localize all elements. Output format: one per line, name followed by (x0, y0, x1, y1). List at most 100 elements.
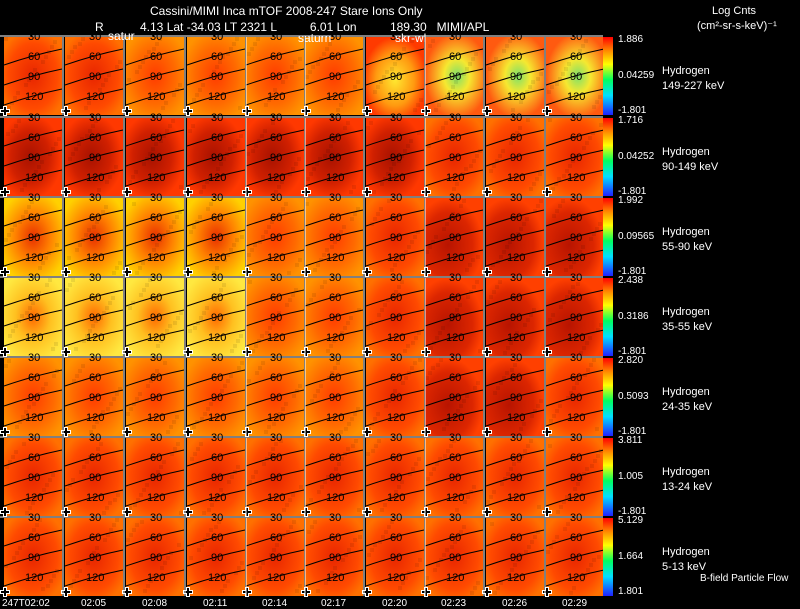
image-panel (485, 278, 545, 356)
angle-tick-label: 120 (208, 172, 227, 184)
angle-tick-label: 60 (570, 132, 583, 144)
angle-tick-label: 60 (449, 212, 462, 224)
colorbar (603, 358, 613, 436)
image-panel (424, 358, 484, 436)
image-panel (485, 37, 545, 115)
angle-tick-label: 120 (567, 492, 586, 504)
angle-tick-label: 60 (28, 132, 41, 144)
angle-tick-label: 90 (449, 552, 462, 564)
image-panel (304, 518, 364, 596)
angle-tick-label: 90 (510, 312, 523, 324)
image-panel (545, 118, 605, 196)
time-label: 02:14 (262, 598, 288, 609)
image-panel (245, 438, 305, 516)
colorbar-mid-value: 0.04259 (618, 70, 655, 81)
image-panel (424, 118, 484, 196)
angle-tick-label: 60 (150, 212, 163, 224)
angle-tick-label: 120 (446, 332, 465, 344)
time-label: 02:08 (142, 598, 168, 609)
angle-tick-label: 90 (150, 71, 163, 83)
time-label: 247T02:02 (2, 598, 50, 609)
energy-range-label: 90-149 keV (662, 161, 719, 173)
angle-tick-label: 60 (270, 132, 283, 144)
angle-tick-label: 120 (387, 332, 406, 344)
angle-tick-label: 90 (570, 232, 583, 244)
angle-tick-label: 60 (89, 532, 102, 544)
angle-tick-label: 90 (270, 232, 283, 244)
angle-tick-label: 30 (390, 512, 403, 524)
angle-tick-label: 60 (211, 532, 224, 544)
image-panel (545, 518, 605, 596)
colorbar (603, 518, 613, 596)
angle-tick-label: 120 (326, 91, 345, 103)
angle-tick-label: 30 (329, 512, 342, 524)
angle-tick-label: 120 (147, 172, 166, 184)
angle-tick-label: 60 (510, 372, 523, 384)
image-panel (485, 518, 545, 596)
angle-tick-label: 60 (270, 51, 283, 63)
angle-tick-label: 90 (150, 312, 163, 324)
angle-tick-label: 90 (150, 152, 163, 164)
angle-tick-label: 30 (570, 512, 583, 524)
image-panel (545, 438, 605, 516)
overlay-skr: skr-wl (395, 31, 427, 45)
overlay-saturn-2: saturn (298, 31, 332, 45)
image-panel (125, 118, 185, 196)
angle-tick-label: 30 (329, 352, 342, 364)
angle-tick-label: 60 (89, 372, 102, 384)
energy-range-label: 13-24 keV (662, 481, 713, 493)
angle-tick-label: 60 (329, 51, 342, 63)
angle-tick-label: 120 (86, 172, 105, 184)
time-label: 02:29 (562, 598, 588, 609)
angle-tick-label: 120 (567, 332, 586, 344)
angle-tick-label: 30 (89, 512, 102, 524)
angle-tick-label: 60 (270, 212, 283, 224)
image-panel (3, 518, 63, 596)
angle-tick-label: 60 (28, 212, 41, 224)
angle-tick-label: 60 (28, 372, 41, 384)
angle-tick-label: 120 (208, 332, 227, 344)
angle-tick-label: 90 (270, 152, 283, 164)
energy-range-label: 24-35 keV (662, 401, 713, 413)
angle-tick-label: 120 (567, 172, 586, 184)
angle-tick-label: 30 (211, 112, 224, 124)
angle-tick-label: 90 (510, 152, 523, 164)
image-panel (3, 37, 63, 115)
angle-tick-label: 90 (449, 472, 462, 484)
energy-range-label: 5-13 keV (662, 561, 707, 573)
image-panel (545, 198, 605, 276)
angle-tick-label: 120 (387, 572, 406, 584)
angle-tick-label: 120 (267, 332, 286, 344)
species-label: Hydrogen (662, 306, 710, 318)
image-panel (365, 358, 425, 436)
angle-tick-label: 90 (89, 472, 102, 484)
angle-tick-label: 30 (510, 112, 523, 124)
angle-tick-label: 60 (150, 452, 163, 464)
angle-tick-label: 90 (449, 152, 462, 164)
colorbar-mid-value: 0.04252 (618, 151, 655, 162)
species-label: Hydrogen (662, 226, 710, 238)
image-panel (64, 118, 124, 196)
angle-tick-label: 60 (211, 292, 224, 304)
species-label: Hydrogen (662, 546, 710, 558)
angle-tick-label: 90 (510, 392, 523, 404)
angle-tick-label: 60 (89, 452, 102, 464)
colorbar-max-value: 5.129 (618, 515, 644, 526)
angle-tick-label: 120 (446, 492, 465, 504)
angle-tick-label: 60 (89, 292, 102, 304)
angle-tick-label: 60 (211, 452, 224, 464)
angle-tick-label: 60 (329, 132, 342, 144)
time-label: 02:11 (203, 598, 228, 609)
angle-tick-label: 120 (25, 332, 44, 344)
image-panel (64, 358, 124, 436)
colorbar-max-value: 1.886 (618, 34, 644, 45)
angle-tick-label: 30 (570, 352, 583, 364)
angle-tick-label: 90 (28, 152, 41, 164)
angle-tick-label: 30 (329, 112, 342, 124)
angle-tick-label: 30 (89, 432, 102, 444)
image-panel (64, 37, 124, 115)
angle-tick-label: 60 (449, 372, 462, 384)
angle-tick-label: 30 (211, 31, 224, 43)
angle-tick-label: 90 (89, 552, 102, 564)
angle-tick-label: 30 (270, 31, 283, 43)
